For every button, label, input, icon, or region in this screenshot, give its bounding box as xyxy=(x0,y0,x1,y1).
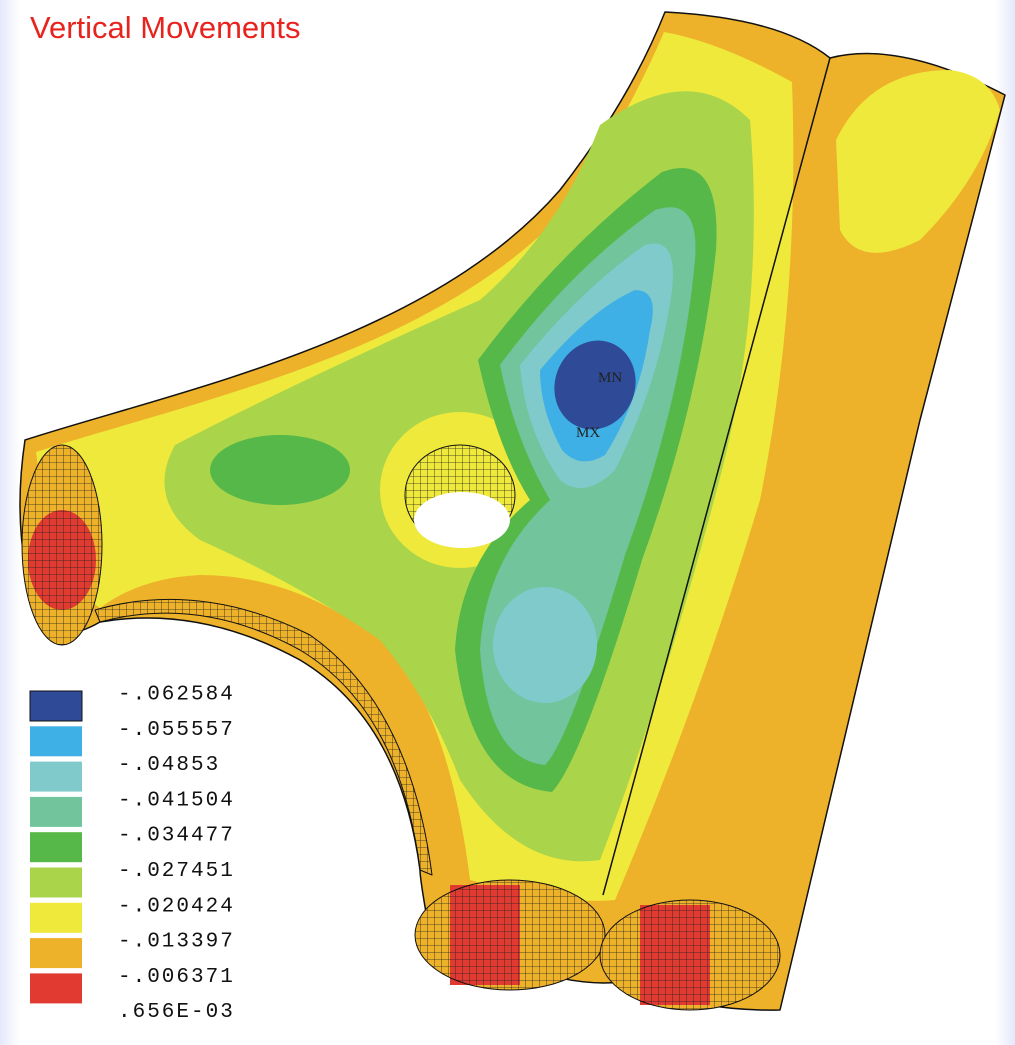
legend-label: -.055557 xyxy=(118,719,235,742)
legend-label: -.013397 xyxy=(118,931,235,954)
legend-label: -.041504 xyxy=(118,789,235,812)
legend-label: -.04853 xyxy=(118,754,220,777)
legend-label: -.027451 xyxy=(118,860,235,883)
title: Vertical Movements xyxy=(30,10,301,45)
legend-swatch xyxy=(29,690,83,722)
legend-swatch xyxy=(30,726,82,757)
legend-swatch xyxy=(30,761,82,792)
legend-label: -.020424 xyxy=(118,895,235,918)
legend-label: -.062584 xyxy=(118,684,235,707)
legend-swatch xyxy=(30,832,82,863)
legend-label: -.006371 xyxy=(118,966,235,989)
min-marker: MN xyxy=(598,370,622,386)
background xyxy=(995,0,1015,1045)
legend-swatch xyxy=(30,938,82,969)
legend-swatch xyxy=(30,796,82,827)
legend-label: -.034477 xyxy=(118,825,235,848)
legend: -.062584 -.055557 -.04853 -.041504 -.034477 -… xyxy=(29,684,235,1024)
legend-swatch xyxy=(30,973,82,1004)
legend-swatch xyxy=(30,867,82,898)
legend-swatch xyxy=(30,902,82,933)
max-marker: MX xyxy=(576,425,600,441)
model xyxy=(19,11,1006,1011)
background xyxy=(0,0,20,1045)
legend-label: .656E-03 xyxy=(118,1001,235,1024)
